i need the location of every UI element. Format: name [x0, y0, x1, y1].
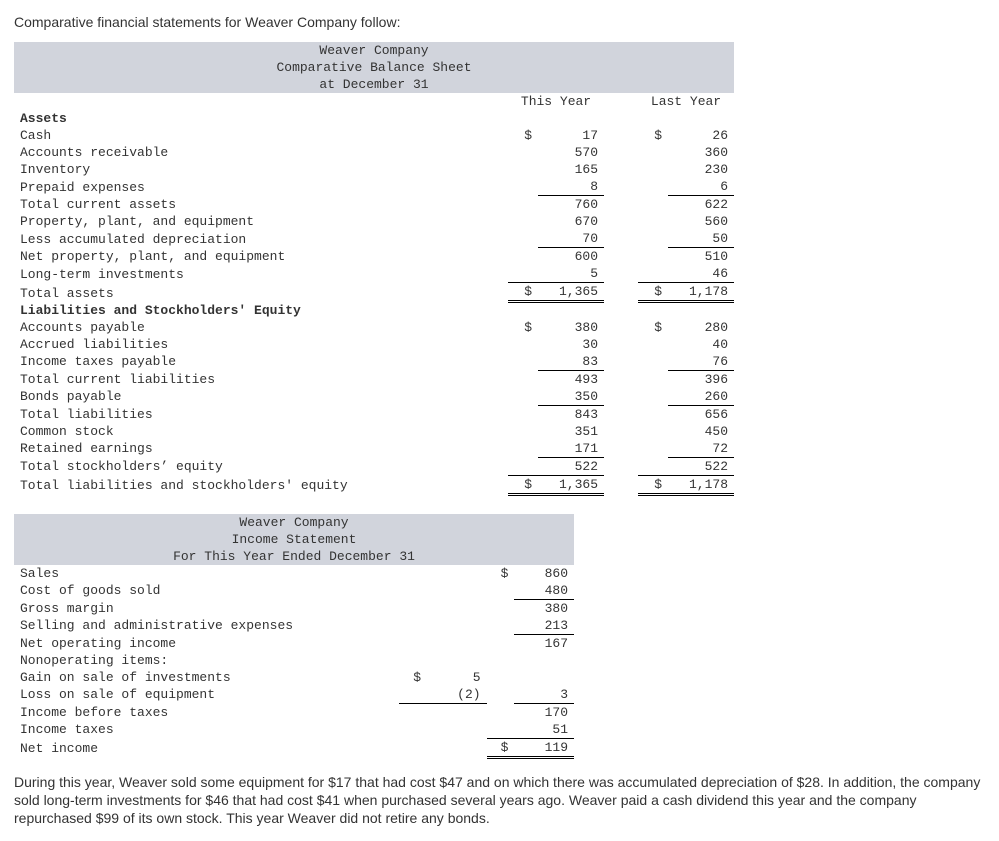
- is-title-3: For This Year Ended December 31: [14, 548, 574, 565]
- intro-text: Comparative financial statements for Wea…: [14, 14, 985, 30]
- income-statement-table: Weaver Company Income Statement For This…: [14, 514, 574, 759]
- row-prepaid: Prepaid expenses: [14, 178, 426, 196]
- row-ar: Accounts receivable: [14, 144, 426, 161]
- row-ta: Total assets: [14, 283, 426, 302]
- row-nonop: Nonoperating items:: [14, 652, 399, 669]
- is-title-2: Income Statement: [14, 531, 574, 548]
- col-this-year: This Year: [508, 93, 604, 110]
- row-tse: Total stockholders’ equity: [14, 457, 426, 475]
- row-itp: Income taxes payable: [14, 353, 426, 371]
- col-last-year: Last Year: [638, 93, 734, 110]
- row-cogs: Cost of goods sold: [14, 582, 399, 600]
- row-bp: Bonds payable: [14, 388, 426, 406]
- row-ppe: Property, plant, and equipment: [14, 213, 426, 230]
- section-assets: Assets: [14, 110, 426, 127]
- row-tax: Income taxes: [14, 721, 399, 739]
- is-title-1: Weaver Company: [14, 514, 574, 531]
- section-liab-equity: Liabilities and Stockholders' Equity: [14, 302, 426, 319]
- row-accl: Accrued liabilities: [14, 336, 426, 353]
- row-tcl: Total current liabilities: [14, 370, 426, 388]
- row-lti: Long-term investments: [14, 265, 426, 283]
- bs-title-3: at December 31: [14, 76, 734, 93]
- row-sga: Selling and administrative expenses: [14, 617, 399, 635]
- row-dep: Less accumulated depreciation: [14, 230, 426, 248]
- row-nppe: Net property, plant, and equipment: [14, 248, 426, 266]
- row-re: Retained earnings: [14, 440, 426, 458]
- row-noi: Net operating income: [14, 634, 399, 652]
- row-tca: Total current assets: [14, 196, 426, 214]
- row-ap: Accounts payable: [14, 319, 426, 336]
- row-sales: Sales: [14, 565, 399, 582]
- bs-title-1: Weaver Company: [14, 42, 734, 59]
- outro-text: During this year, Weaver sold some equip…: [14, 773, 985, 828]
- row-ibt: Income before taxes: [14, 703, 399, 721]
- row-ni: Net income: [14, 738, 399, 757]
- bs-title-2: Comparative Balance Sheet: [14, 59, 734, 76]
- row-gain: Gain on sale of investments: [14, 669, 399, 686]
- row-loss: Loss on sale of equipment: [14, 686, 399, 704]
- row-cash: Cash: [14, 127, 426, 144]
- row-gm: Gross margin: [14, 599, 399, 617]
- row-tlse: Total liabilities and stockholders' equi…: [14, 475, 426, 494]
- row-cs: Common stock: [14, 423, 426, 440]
- balance-sheet-table: Weaver Company Comparative Balance Sheet…: [14, 42, 734, 496]
- row-tl: Total liabilities: [14, 405, 426, 423]
- row-inv: Inventory: [14, 161, 426, 178]
